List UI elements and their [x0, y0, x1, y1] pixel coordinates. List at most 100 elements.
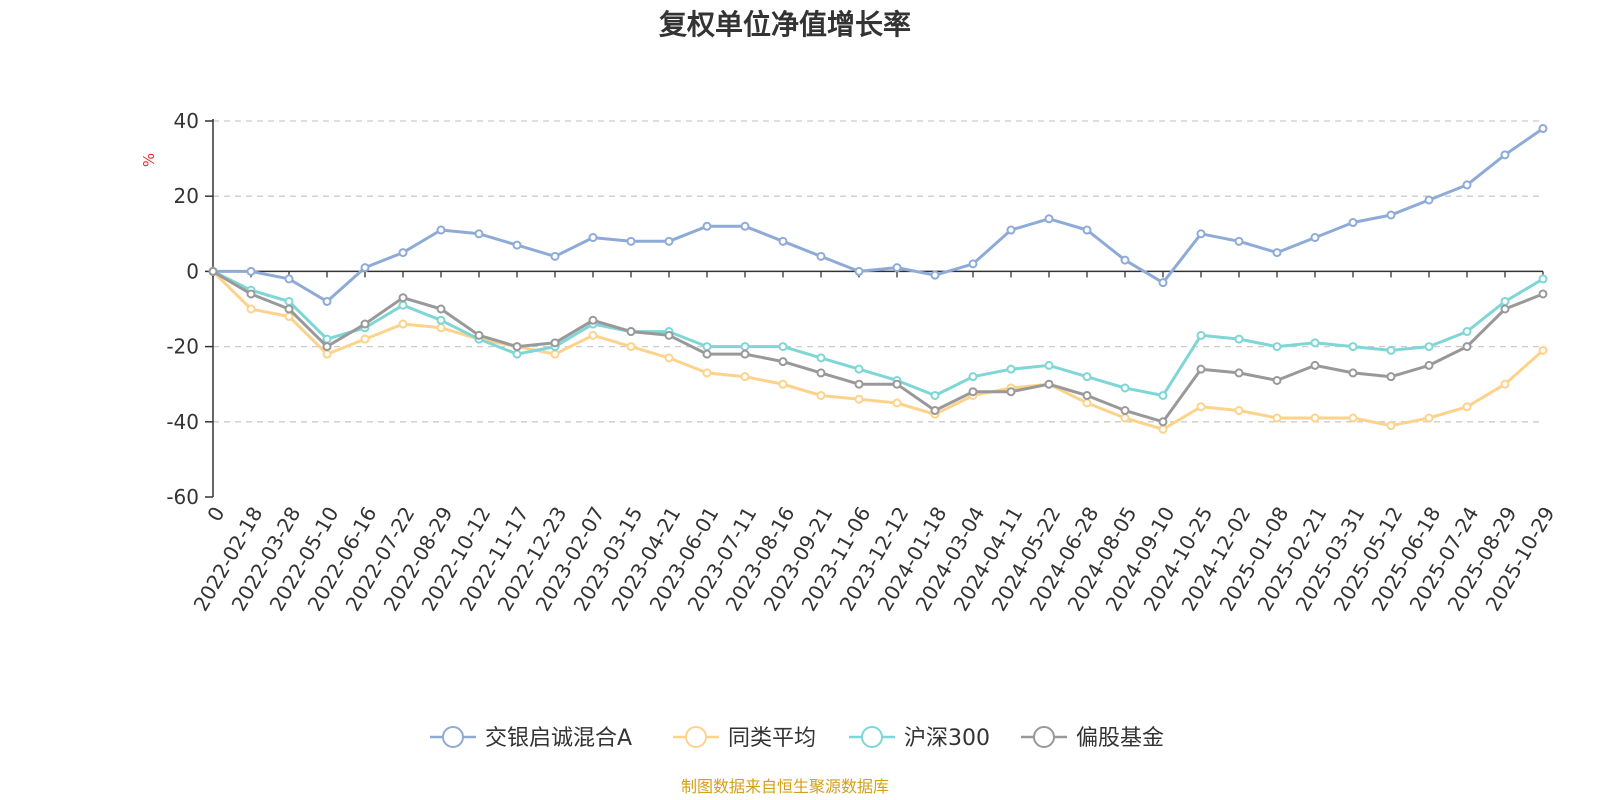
data-point: [246, 266, 256, 276]
data-point: [1500, 379, 1510, 389]
legend-marker-icon: [442, 726, 464, 748]
data-point: [816, 368, 826, 378]
data-point: [664, 236, 674, 246]
data-point: [284, 274, 294, 284]
legend-item[interactable]: 沪深300: [849, 726, 990, 751]
y-tick-label: 0: [186, 259, 199, 283]
data-point: [854, 379, 864, 389]
data-point: [1538, 124, 1548, 134]
data-point: [1424, 413, 1434, 423]
data-point: [360, 263, 370, 273]
data-point: [1158, 417, 1168, 427]
data-point: [1082, 225, 1092, 235]
data-point: [1272, 342, 1282, 352]
gridlines: [213, 120, 1543, 423]
data-point: [816, 390, 826, 400]
data-point: [322, 349, 332, 359]
series-line: [213, 127, 1544, 303]
data-point: [626, 236, 636, 246]
data-point: [1462, 402, 1472, 412]
data-point: [778, 357, 788, 367]
data-point: [702, 342, 712, 352]
data-point: [892, 379, 902, 389]
data-point: [1234, 334, 1244, 344]
data-point: [892, 263, 902, 273]
legend-item[interactable]: 偏股基金: [1021, 726, 1164, 751]
data-point: [930, 406, 940, 416]
data-point: [854, 364, 864, 374]
data-point: [740, 349, 750, 359]
legend-marker-icon: [1033, 726, 1055, 748]
data-point: [1006, 364, 1016, 374]
data-point: [284, 304, 294, 314]
series-line: [212, 270, 1544, 424]
data-point: [702, 368, 712, 378]
data-point: [1462, 342, 1472, 352]
data-point: [1462, 180, 1472, 190]
data-point: [1158, 278, 1168, 288]
data-point: [436, 323, 446, 333]
y-tick-label: 20: [174, 184, 199, 208]
data-point: [588, 330, 598, 340]
data-point: [1500, 296, 1510, 306]
data-point: [360, 319, 370, 329]
data-point: [398, 300, 408, 310]
data-point: [930, 270, 940, 280]
data-point: [1120, 406, 1130, 416]
data-point: [550, 338, 560, 348]
data-point: [968, 259, 978, 269]
data-point: [626, 327, 636, 337]
data-point: [740, 342, 750, 352]
legend-label: 偏股基金: [1076, 726, 1164, 751]
data-point: [1082, 390, 1092, 400]
data-point: [474, 330, 484, 340]
data-point: [1234, 236, 1244, 246]
data-point: [322, 342, 332, 352]
legend-label: 同类平均: [728, 726, 816, 751]
data-point: [322, 334, 332, 344]
y-tick-label: 40: [174, 109, 199, 133]
data-point: [1272, 248, 1282, 258]
data-point: [246, 304, 256, 314]
data-point: [398, 248, 408, 258]
data-point: [740, 372, 750, 382]
data-point: [1310, 413, 1320, 423]
data-point: [1386, 421, 1396, 431]
data-point: [1196, 402, 1206, 412]
data-point: [1500, 150, 1510, 160]
data-source-note: 制图数据来自恒生聚源数据库: [681, 777, 889, 796]
data-point: [1006, 225, 1016, 235]
data-point: [664, 353, 674, 363]
data-point: [854, 266, 864, 276]
series-lines: [208, 124, 1548, 434]
data-point: [246, 289, 256, 299]
data-point: [1234, 406, 1244, 416]
legend: 交银启诚混合A 同类平均 沪深300 偏股基金: [430, 726, 1164, 751]
data-point: [512, 342, 522, 352]
y-axis-unit-label: %: [140, 153, 158, 167]
data-point: [360, 334, 370, 344]
legend-label: 沪深300: [904, 726, 990, 751]
data-point: [398, 319, 408, 329]
data-point: [512, 240, 522, 250]
data-point: [512, 349, 522, 359]
data-point: [1348, 368, 1358, 378]
data-point: [854, 394, 864, 404]
data-point: [626, 342, 636, 352]
data-point: [1196, 364, 1206, 374]
data-point: [778, 379, 788, 389]
data-point: [1272, 375, 1282, 385]
y-tick-label: -60: [166, 485, 199, 509]
legend-marker-icon: [685, 726, 707, 748]
legend-item[interactable]: 交银启诚混合A: [430, 726, 632, 751]
data-point: [1310, 360, 1320, 370]
legend-item[interactable]: 同类平均: [673, 726, 816, 751]
data-point: [1386, 345, 1396, 355]
data-point: [968, 372, 978, 382]
data-point: [778, 342, 788, 352]
data-point: [284, 312, 294, 322]
y-tick-label: -20: [166, 335, 199, 359]
data-point: [398, 293, 408, 303]
data-point: [702, 221, 712, 231]
